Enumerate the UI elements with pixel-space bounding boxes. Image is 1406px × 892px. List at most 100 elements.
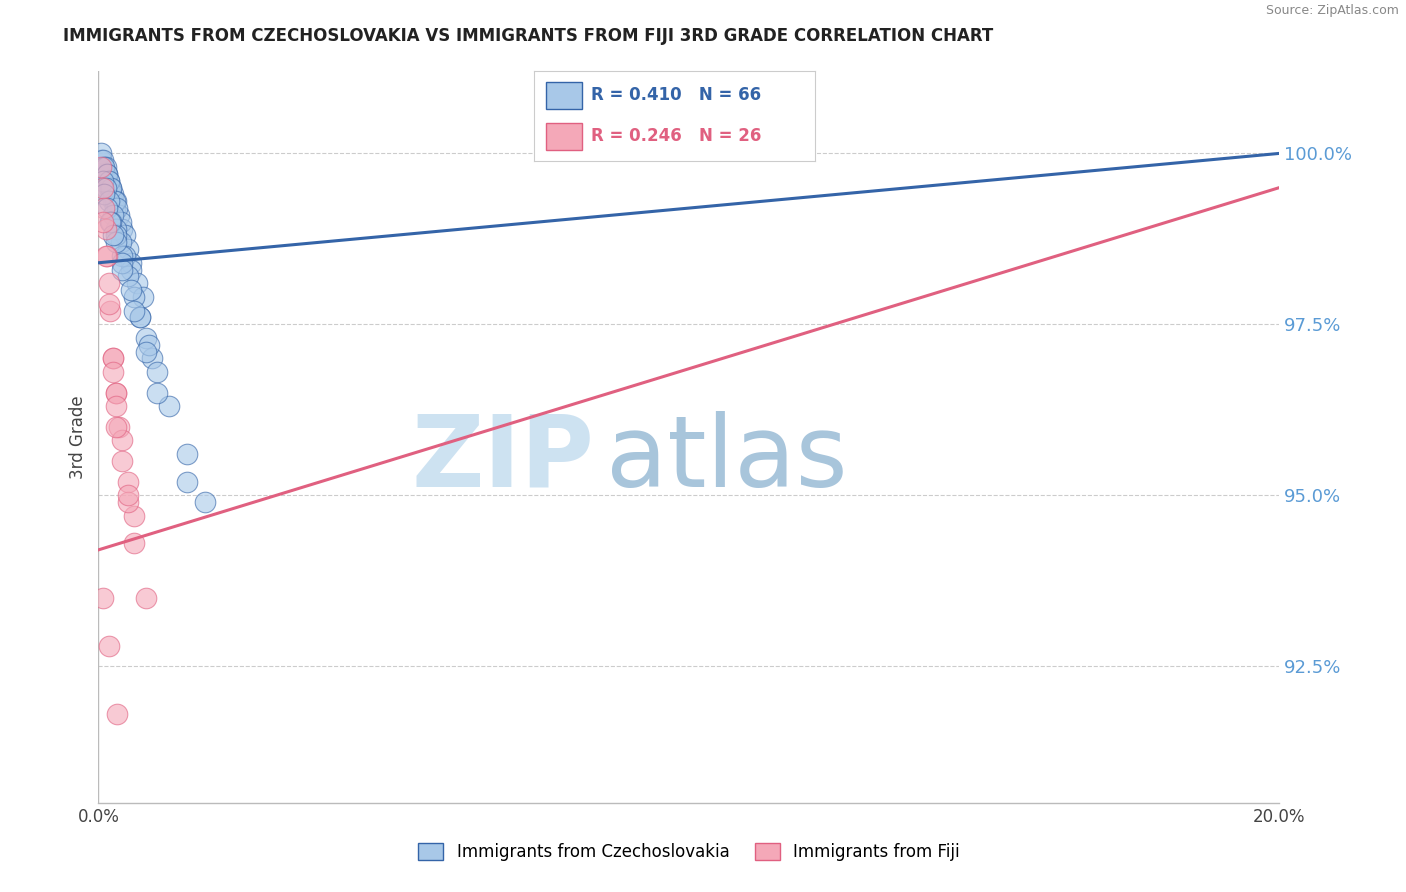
Point: [105, 385, 128, 400]
Point: [132, 290, 155, 304]
Point: [108, 208, 131, 222]
Point: [141, 351, 163, 366]
Point: [96, 201, 118, 215]
Point: [122, 536, 145, 550]
Point: [128, 310, 150, 325]
Point: [91, 180, 114, 194]
Point: [100, 215, 122, 229]
Point: [114, 228, 136, 243]
Text: Source: ZipAtlas.com: Source: ZipAtlas.com: [1265, 4, 1399, 18]
Point: [103, 365, 125, 379]
Point: [105, 194, 128, 209]
Point: [103, 194, 125, 209]
Point: [94, 180, 117, 194]
Point: [105, 235, 128, 250]
Point: [108, 420, 131, 434]
Point: [111, 249, 134, 263]
Point: [105, 221, 128, 235]
Point: [176, 447, 198, 461]
Point: [90, 153, 112, 168]
Point: [91, 591, 114, 605]
Point: [94, 160, 117, 174]
Point: [91, 174, 114, 188]
Point: [90, 160, 112, 174]
Point: [122, 290, 145, 304]
Point: [96, 167, 118, 181]
Point: [103, 228, 125, 243]
Point: [98, 194, 121, 209]
Point: [93, 187, 115, 202]
Point: [135, 591, 157, 605]
Point: [104, 201, 127, 215]
Point: [111, 262, 134, 277]
Point: [111, 256, 134, 270]
Point: [91, 160, 114, 174]
Point: [105, 201, 128, 215]
Point: [98, 215, 121, 229]
Point: [111, 454, 134, 468]
Point: [90, 146, 112, 161]
Point: [105, 400, 128, 414]
Point: [94, 249, 117, 263]
Point: [114, 249, 136, 263]
Point: [117, 488, 139, 502]
Point: [103, 208, 125, 222]
Point: [117, 495, 139, 509]
Point: [111, 221, 134, 235]
Point: [91, 215, 114, 229]
Point: [157, 400, 180, 414]
Point: [146, 385, 169, 400]
Point: [93, 201, 115, 215]
Point: [110, 215, 132, 229]
Point: [98, 639, 121, 653]
Text: R = 0.410   N = 66: R = 0.410 N = 66: [591, 87, 761, 104]
Point: [120, 262, 142, 277]
Point: [105, 385, 128, 400]
Point: [122, 303, 145, 318]
Point: [105, 420, 128, 434]
Point: [98, 174, 121, 188]
Text: atlas: atlas: [606, 410, 848, 508]
Point: [94, 221, 117, 235]
Point: [120, 256, 142, 270]
Point: [103, 187, 125, 202]
Point: [94, 167, 117, 181]
Point: [96, 174, 118, 188]
Point: [103, 351, 125, 366]
Point: [103, 351, 125, 366]
Bar: [546, 82, 582, 109]
Point: [93, 160, 115, 174]
Point: [120, 283, 142, 297]
Point: [125, 277, 148, 291]
Point: [98, 180, 121, 194]
Point: [146, 365, 169, 379]
Y-axis label: 3rd Grade: 3rd Grade: [69, 395, 87, 479]
Text: IMMIGRANTS FROM CZECHOSLOVAKIA VS IMMIGRANTS FROM FIJI 3RD GRADE CORRELATION CHA: IMMIGRANTS FROM CZECHOSLOVAKIA VS IMMIGR…: [63, 27, 994, 45]
Point: [138, 338, 160, 352]
Point: [96, 249, 118, 263]
Bar: [546, 123, 582, 150]
Point: [105, 706, 128, 721]
Point: [117, 475, 139, 489]
Point: [128, 310, 150, 325]
Point: [122, 508, 145, 523]
Point: [117, 242, 139, 256]
Text: R = 0.246   N = 26: R = 0.246 N = 26: [591, 128, 761, 145]
Point: [98, 303, 121, 318]
Point: [96, 167, 118, 181]
Point: [98, 180, 121, 194]
Point: [93, 167, 115, 181]
Point: [98, 277, 121, 291]
Point: [91, 153, 114, 168]
Point: [110, 235, 132, 250]
Point: [100, 180, 122, 194]
Text: ZIP: ZIP: [412, 410, 595, 508]
Point: [98, 174, 121, 188]
Point: [100, 180, 122, 194]
Point: [111, 434, 134, 448]
Point: [104, 194, 127, 209]
Point: [176, 475, 198, 489]
Point: [135, 331, 157, 345]
Point: [98, 297, 121, 311]
Point: [117, 269, 139, 284]
